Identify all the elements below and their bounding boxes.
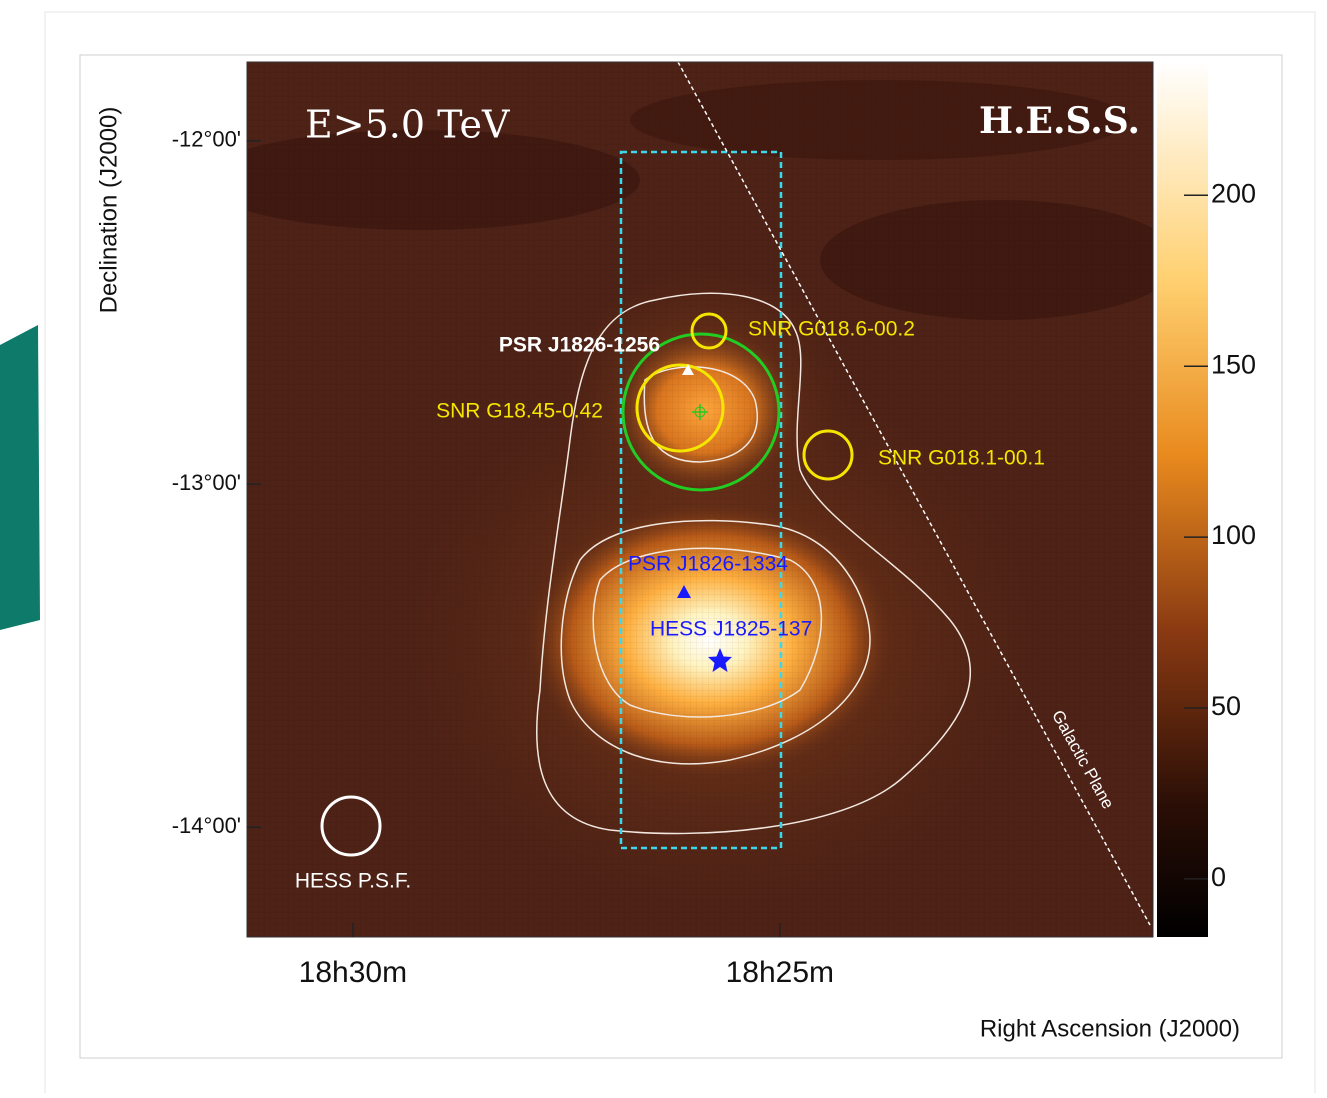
colorbar-tick-label: 200: [1211, 178, 1256, 208]
colorbar-tick-label: 100: [1211, 520, 1256, 550]
colorbar: [1157, 62, 1208, 937]
annotation: SNR G018.1-00.1: [878, 447, 1045, 470]
annotation: SNR G18.45-0.42: [436, 400, 603, 423]
x-axis-label: Right Ascension (J2000): [980, 1015, 1240, 1042]
colorbar-tick-label: 50: [1211, 691, 1241, 721]
annotation: PSR J1826-1334: [628, 553, 788, 576]
colorbar-tick-label: 0: [1211, 862, 1226, 892]
map: [200, 62, 1180, 937]
x-tick-label: 18h25m: [726, 956, 834, 989]
y-tick-label: -14°00': [172, 813, 241, 838]
annotation: HESS P.S.F.: [295, 870, 411, 893]
map-title: E>5.0 TeV: [305, 103, 510, 147]
y-tick-label: -13°00': [172, 470, 241, 495]
annotation: HESS J1825-137: [650, 618, 812, 641]
y-tick-label: -12°00': [172, 127, 241, 152]
watermark: H.E.S.S.: [979, 100, 1140, 142]
colorbar-tick-label: 150: [1211, 349, 1256, 379]
side-card: [0, 325, 40, 630]
x-tick-label: 18h30m: [299, 956, 407, 989]
page: E>5.0 TeV H.E.S.S. Right Ascension (J200…: [0, 0, 1327, 1093]
annotation: PSR J1826-1256: [499, 334, 660, 357]
y-axis-label: Declination (J2000): [95, 107, 122, 314]
annotation: SNR G018.6-00.2: [748, 318, 915, 341]
